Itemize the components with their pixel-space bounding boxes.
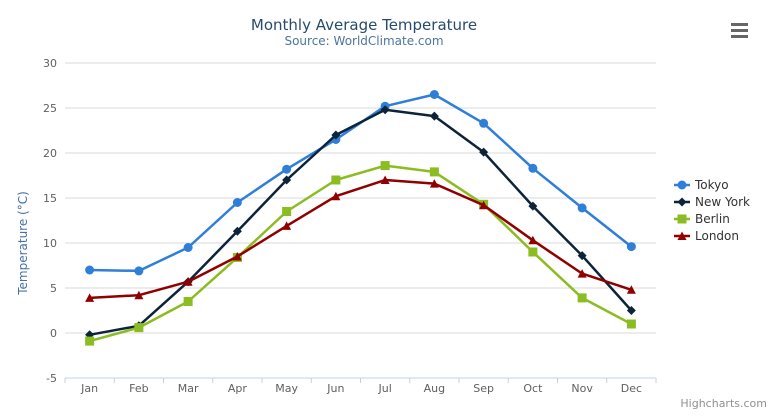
data-point-london-mar[interactable] — [183, 277, 193, 286]
gridlines — [65, 62, 656, 379]
x-axis-label-jun: Jun — [326, 382, 344, 395]
series-london — [85, 175, 636, 302]
data-point-london-jul[interactable] — [380, 175, 390, 185]
axes: -5 0 5 10 15 20 25 30 Jan Feb Mar Apr May Jun Jul Aug Se… — [43, 57, 657, 395]
x-axis-label-feb: Feb — [129, 382, 148, 395]
legend-label-new-york: New York — [695, 195, 750, 209]
data-point-tokyo-nov[interactable] — [577, 203, 587, 213]
data-point-berlin-may[interactable] — [282, 207, 292, 216]
x-axis-label-aug: Aug — [424, 382, 445, 395]
data-point-new-york-jul[interactable] — [380, 105, 390, 115]
data-point-new-york-dec[interactable] — [626, 306, 636, 315]
data-point-berlin-nov[interactable] — [577, 293, 587, 303]
data-point-new-york-oct[interactable] — [528, 201, 538, 211]
data-point-new-york-aug[interactable] — [429, 111, 439, 121]
y-axis-label: 10 — [43, 237, 57, 250]
data-point-london-may[interactable] — [282, 221, 292, 230]
data-point-new-york-sep[interactable] — [479, 147, 489, 157]
legend-marker-london — [677, 231, 687, 240]
credits-link[interactable]: Highcharts.com — [680, 397, 767, 410]
x-axis-label-may: May — [275, 382, 298, 395]
data-point-tokyo-aug[interactable] — [429, 90, 439, 99]
series-tokyo — [85, 90, 636, 276]
series-line-berlin[interactable] — [88, 164, 633, 343]
chart-title: Monthly Average Temperature — [251, 16, 477, 34]
hamburger-icon — [731, 23, 748, 26]
x-axis-label-dec: Dec — [621, 382, 642, 395]
data-point-new-york-nov[interactable] — [577, 251, 587, 261]
data-point-london-nov[interactable] — [577, 269, 587, 278]
y-axis-label: 25 — [43, 102, 57, 115]
data-point-berlin-dec[interactable] — [626, 319, 636, 329]
x-axis-label-apr: Apr — [228, 382, 248, 395]
x-axis-label-oct: Oct — [523, 382, 543, 395]
data-point-berlin-feb[interactable] — [134, 323, 144, 333]
data-point-london-aug[interactable] — [429, 179, 439, 188]
hamburger-icon — [731, 35, 748, 38]
data-point-london-jan[interactable] — [85, 293, 95, 302]
x-axis-label-mar: Mar — [178, 382, 199, 395]
data-point-london-sep[interactable] — [479, 200, 489, 210]
data-point-tokyo-may[interactable] — [282, 164, 292, 174]
legend-label-london: London — [695, 229, 739, 243]
y-axis-title: Temperature (°C) — [16, 191, 30, 296]
data-point-new-york-jun[interactable] — [331, 130, 341, 140]
context-menu-button[interactable] — [731, 23, 748, 38]
series-line-tokyo[interactable] — [88, 93, 633, 273]
data-point-new-york-may[interactable] — [282, 175, 292, 185]
data-point-london-feb[interactable] — [134, 290, 144, 300]
x-axis-label-jan: Jan — [80, 382, 98, 395]
hamburger-icon — [731, 29, 748, 32]
x-axis-label-jul: Jul — [377, 382, 391, 395]
legend-label-berlin: Berlin — [695, 212, 730, 226]
data-point-berlin-mar[interactable] — [183, 297, 193, 306]
data-point-london-jun[interactable] — [331, 191, 341, 201]
data-point-tokyo-mar[interactable] — [183, 243, 193, 252]
data-point-tokyo-sep[interactable] — [479, 118, 489, 128]
x-axis-label-nov: Nov — [571, 382, 593, 395]
data-point-tokyo-jan[interactable] — [85, 265, 95, 275]
legend-label-tokyo: Tokyo — [694, 178, 729, 192]
chart-subtitle: Source: WorldClimate.com — [284, 34, 443, 48]
data-point-london-dec[interactable] — [626, 285, 636, 294]
series-line-london[interactable] — [88, 178, 633, 300]
legend-item-new-york[interactable]: New York — [674, 195, 750, 209]
data-point-berlin-jan[interactable] — [85, 336, 95, 346]
data-point-london-apr[interactable] — [232, 252, 242, 261]
y-axis-label: 30 — [43, 57, 57, 70]
y-axis-label: 0 — [50, 327, 57, 340]
data-point-tokyo-apr[interactable] — [232, 198, 242, 207]
data-point-tokyo-feb[interactable] — [134, 266, 144, 276]
data-point-berlin-jul[interactable] — [380, 161, 390, 171]
series-new-york — [85, 105, 636, 340]
legend-item-berlin[interactable]: Berlin — [674, 212, 730, 226]
data-point-new-york-apr[interactable] — [232, 226, 242, 236]
legend-marker-berlin — [677, 214, 687, 224]
x-axis-label-sep: Sep — [473, 382, 494, 395]
data-point-berlin-aug[interactable] — [429, 167, 439, 177]
data-point-berlin-oct[interactable] — [528, 247, 538, 257]
data-point-tokyo-dec[interactable] — [626, 242, 636, 252]
y-axis-label: -5 — [46, 372, 57, 385]
data-point-london-oct[interactable] — [528, 235, 538, 245]
data-point-berlin-jun[interactable] — [331, 175, 341, 185]
legend-item-london[interactable]: London — [674, 229, 739, 243]
series-line-new-york[interactable] — [88, 108, 633, 337]
y-axis-label: 20 — [43, 147, 57, 160]
data-point-tokyo-oct[interactable] — [528, 163, 538, 173]
plot-area — [85, 90, 636, 346]
legend-marker-new-york — [677, 197, 687, 207]
y-axis-label: 15 — [43, 192, 57, 205]
legend-marker-tokyo — [677, 180, 687, 190]
legend: Tokyo New York Berlin London — [674, 178, 750, 243]
y-axis-label: 5 — [50, 282, 57, 295]
legend-item-tokyo[interactable]: Tokyo — [674, 178, 729, 192]
